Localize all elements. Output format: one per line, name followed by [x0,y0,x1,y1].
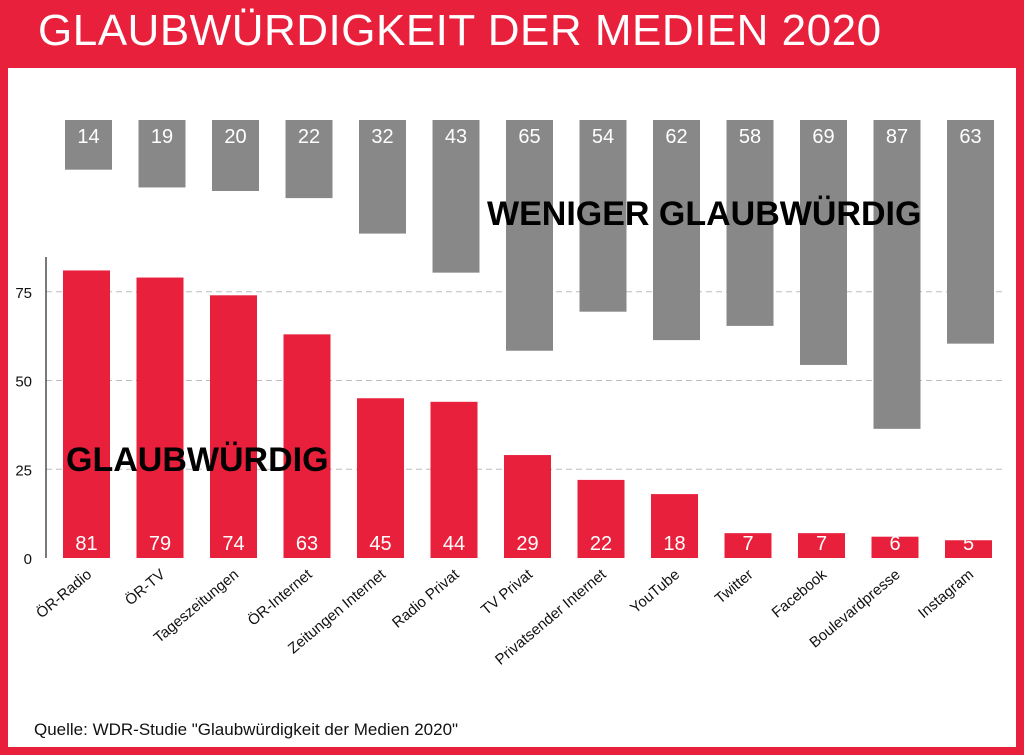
y-tick-label: 50 [15,374,32,391]
positive-value-label: 45 [369,533,391,555]
negative-value-label: 65 [518,126,540,148]
negative-value-label: 58 [739,126,761,148]
negative-value-label: 20 [224,126,246,148]
positive-bar [577,479,625,558]
positive-value-label: 79 [149,533,171,555]
chart-title: GLAUBWÜRDIGKEIT DER MEDIEN 2020 [38,6,882,55]
positive-value-label: 18 [663,533,685,555]
positive-value-label: 74 [222,533,244,555]
positive-bar [136,277,184,558]
positive-value-label: 22 [590,533,612,555]
positive-bar [651,494,698,558]
positive-bar [210,295,257,558]
negative-bar [432,120,480,273]
negative-value-label: 19 [151,126,173,148]
positive-value-label: 81 [75,533,97,555]
positive-bar [724,533,772,558]
y-tick-label: 0 [24,551,32,568]
negative-bar [726,120,774,326]
negative-value-label: 43 [445,126,467,148]
negative-bar [947,120,994,344]
category-label: YouTube [627,566,683,617]
positive-value-label: 63 [296,533,318,555]
negative-bar [212,120,259,191]
y-tick-label: 25 [15,462,32,479]
negative-bar [653,120,700,341]
category-label: Radio Privat [389,566,463,632]
positive-bar [430,401,478,558]
negative-bar [579,120,627,312]
positive-value-label: 29 [516,533,538,555]
negative-value-label: 62 [665,126,687,148]
positive-bar [283,334,331,558]
negative-bar [138,120,186,188]
negative-bar [285,120,333,199]
category-label: Facebook [769,566,831,622]
positive-value-label: 7 [816,533,827,555]
negative-value-label: 54 [592,126,614,148]
category-label: ÖR-Radio [32,565,95,622]
category-label: ÖR-TV [121,565,168,609]
negative-value-label: 22 [298,126,320,148]
category-label: Twitter [712,566,757,607]
negative-bar [65,120,112,170]
y-tick-label: 75 [15,285,32,302]
positive-bar [871,536,919,558]
positive-value-label: 5 [963,533,974,555]
negative-value-label: 14 [77,126,99,148]
negative-value-label: 63 [959,126,981,148]
category-label: TV Privat [478,566,537,619]
negative-value-label: 87 [886,126,908,148]
positive-value-label: 7 [742,533,753,555]
positive-value-label: 44 [443,533,465,555]
category-label: ÖR-Internet [244,565,316,630]
negative-bar [873,120,921,429]
positive-bar [945,540,992,558]
positive-value-label: 6 [889,533,900,555]
series-label-glaubwuerdig: GLAUBWÜRDIG [66,441,329,479]
negative-bar [359,120,406,234]
series-label-weniger-glaubwuerdig: WENIGER GLAUBWÜRDIG [487,195,921,233]
negative-bar [800,120,847,365]
category-label: Instagram [915,566,977,622]
negative-value-label: 69 [812,126,834,148]
negative-bar [506,120,553,351]
negative-value-label: 32 [371,126,393,148]
positive-bar [63,270,110,558]
positive-bar [798,533,845,558]
positive-bar [357,398,404,558]
source-note: Quelle: WDR-Studie "Glaubwürdigkeit der … [34,720,459,739]
positive-bar [504,455,551,558]
